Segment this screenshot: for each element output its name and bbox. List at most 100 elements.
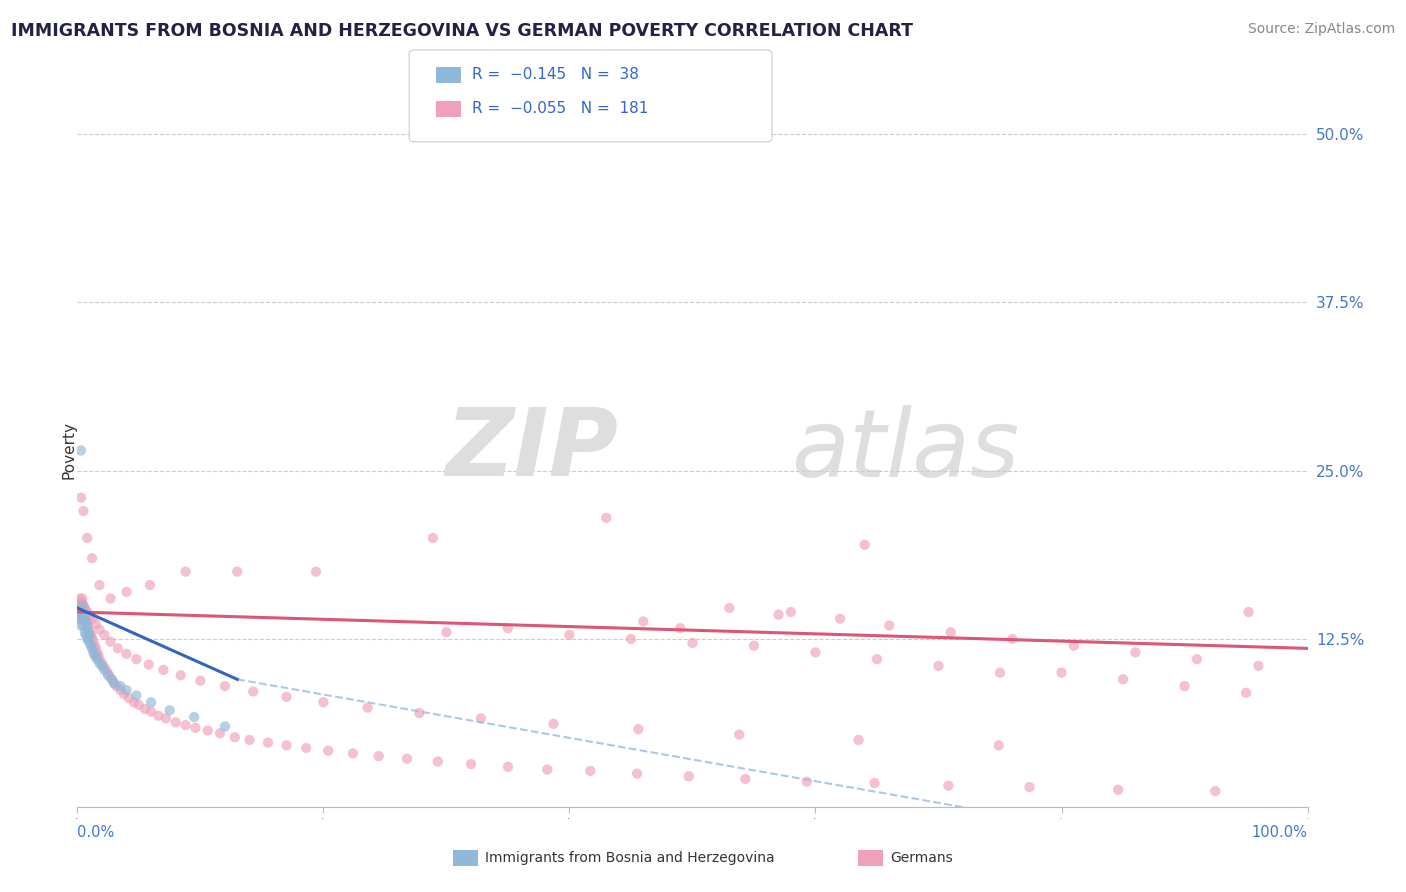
Point	[70, 443, 93, 458]
Point	[780, 605, 803, 619]
Point	[938, 779, 960, 793]
Point	[75, 615, 97, 629]
Point	[422, 531, 444, 545]
Point	[103, 676, 125, 690]
Point	[804, 645, 827, 659]
Point	[197, 723, 219, 738]
Point	[718, 601, 741, 615]
Point	[73, 601, 96, 615]
Point	[110, 679, 132, 693]
Point	[141, 705, 163, 719]
Point	[76, 632, 98, 646]
Point	[83, 648, 105, 662]
Point	[141, 695, 163, 709]
Point	[426, 755, 449, 769]
Point	[115, 584, 138, 599]
Point	[70, 596, 93, 610]
Point	[69, 591, 91, 606]
Point	[93, 663, 115, 677]
Point	[82, 645, 104, 659]
Point	[75, 628, 97, 642]
Point	[165, 715, 187, 730]
Point	[72, 504, 94, 518]
Point	[90, 659, 114, 673]
Point	[89, 623, 111, 637]
Point	[70, 591, 93, 606]
Point	[159, 703, 181, 717]
Point	[470, 711, 492, 725]
Point	[73, 612, 96, 626]
Point	[93, 628, 115, 642]
Point	[1063, 639, 1085, 653]
Point	[939, 625, 962, 640]
Point	[70, 601, 93, 615]
Point	[103, 676, 125, 690]
Text: R =  −0.145   N =  38: R = −0.145 N = 38	[472, 68, 640, 82]
Point	[77, 632, 100, 646]
Point	[69, 601, 91, 615]
Text: 0.0%: 0.0%	[77, 825, 114, 839]
Point	[152, 663, 174, 677]
Point	[82, 631, 104, 645]
Point	[276, 739, 298, 753]
Text: Germans: Germans	[890, 851, 953, 865]
Point	[90, 656, 114, 670]
Point	[678, 769, 700, 783]
Point	[214, 679, 236, 693]
Point	[70, 612, 93, 626]
Point	[682, 636, 704, 650]
Point	[77, 625, 100, 640]
Point	[82, 612, 104, 626]
Point	[93, 660, 115, 674]
Point	[100, 591, 122, 606]
Point	[1237, 605, 1260, 619]
Point	[82, 641, 104, 656]
Point	[70, 599, 93, 613]
Point	[1050, 665, 1073, 680]
Point	[84, 649, 107, 664]
Point	[70, 612, 93, 626]
Point	[188, 673, 212, 688]
Point	[728, 727, 751, 741]
Point	[184, 721, 207, 735]
Point	[75, 605, 97, 619]
Point	[118, 691, 141, 706]
Point	[79, 636, 101, 650]
Point	[70, 618, 93, 632]
Point	[357, 700, 380, 714]
Point	[342, 747, 364, 761]
Point	[73, 612, 96, 626]
Point	[276, 690, 298, 704]
Point	[89, 652, 111, 666]
Point	[89, 656, 111, 670]
Point	[214, 719, 236, 733]
Point	[125, 652, 148, 666]
Point	[669, 621, 692, 635]
Point	[73, 625, 96, 640]
Point	[305, 565, 328, 579]
Point	[70, 596, 93, 610]
Point	[830, 612, 852, 626]
Point	[170, 668, 193, 682]
Point	[82, 634, 104, 648]
Point	[72, 618, 94, 632]
Point	[83, 639, 105, 653]
Point	[183, 710, 205, 724]
Point	[226, 565, 249, 579]
Point	[70, 605, 93, 619]
Point	[139, 578, 162, 592]
Point	[1204, 784, 1226, 798]
Point	[620, 632, 643, 646]
Point	[128, 698, 150, 712]
Point	[408, 706, 430, 720]
Point	[312, 695, 335, 709]
Point	[125, 689, 148, 703]
Point	[1107, 782, 1129, 797]
Point	[242, 684, 264, 698]
Text: Immigrants from Bosnia and Herzegovina: Immigrants from Bosnia and Herzegovina	[485, 851, 775, 865]
Point	[134, 702, 156, 716]
Point	[67, 599, 90, 613]
Point	[866, 652, 889, 666]
Point	[879, 618, 901, 632]
Point	[174, 718, 197, 732]
